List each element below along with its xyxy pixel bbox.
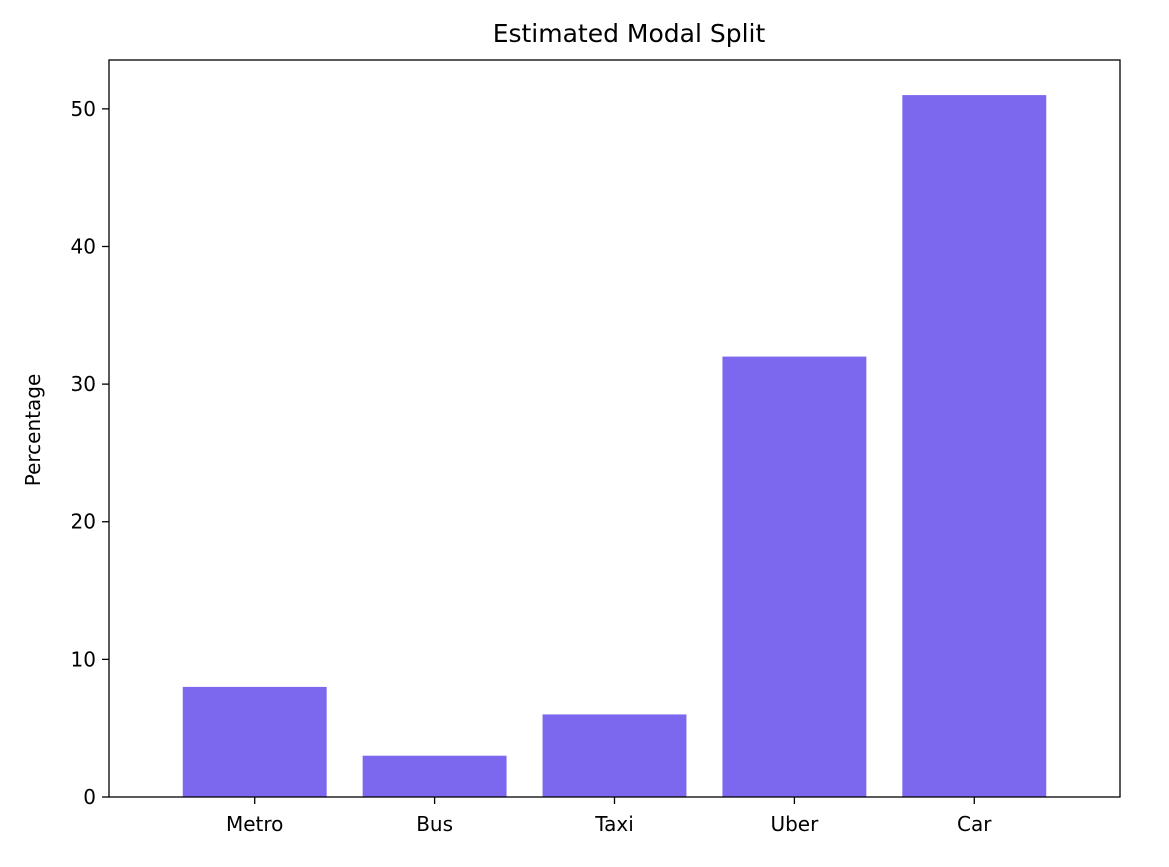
- y-tick-label-10: 10: [71, 647, 96, 671]
- x-axis: Metro Bus Taxi Uber Car: [226, 797, 992, 836]
- x-tick-label-metro: Metro: [226, 812, 283, 836]
- y-tick-label-20: 20: [71, 510, 96, 534]
- y-tick-label-30: 30: [71, 372, 96, 396]
- y-axis: 0 10 20 30 40 50: [71, 97, 109, 809]
- x-tick-label-bus: Bus: [416, 812, 453, 836]
- bar-metro: [182, 686, 327, 797]
- chart-title: Estimated Modal Split: [493, 19, 766, 48]
- bar-car: [902, 95, 1047, 798]
- bar-taxi: [542, 714, 687, 797]
- y-tick-label-40: 40: [71, 234, 96, 258]
- plot-frame: [108, 59, 1121, 798]
- y-axis-label: Percentage: [21, 374, 45, 487]
- y-tick-label-0: 0: [83, 785, 96, 809]
- bar-uber: [722, 356, 867, 797]
- bars-layer: [182, 95, 1047, 798]
- x-tick-label-uber: Uber: [770, 812, 819, 836]
- x-tick-label-taxi: Taxi: [594, 812, 634, 836]
- x-tick-label-car: Car: [957, 812, 992, 836]
- y-tick-label-50: 50: [71, 97, 96, 121]
- bar-bus: [362, 755, 507, 797]
